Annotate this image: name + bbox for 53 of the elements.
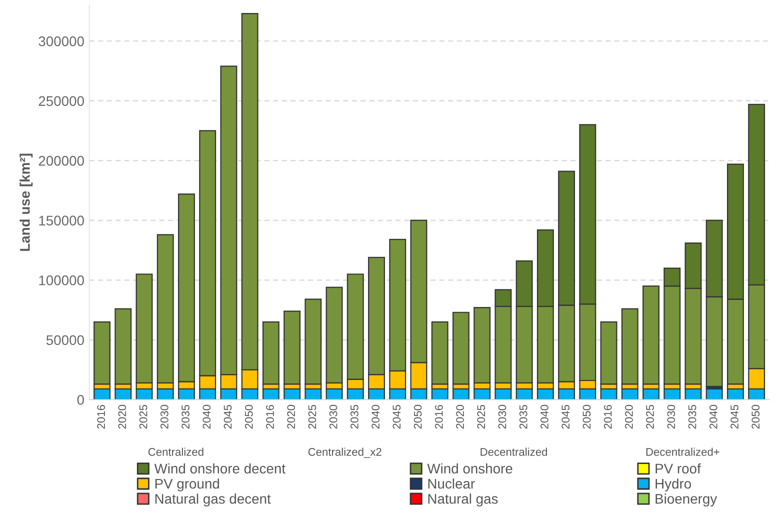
legend-label: Nuclear	[428, 478, 475, 489]
legend-label: Hydro	[656, 478, 692, 492]
text: Decentralized	[480, 448, 548, 456]
x-tick-label: 2035	[688, 404, 696, 429]
x-tick-label: 2045	[392, 404, 401, 429]
y-tick-label: 50000	[46, 335, 84, 346]
y-axis-title: Land use [km²]	[20, 154, 33, 251]
x-tick-label: 2040	[540, 404, 548, 429]
text: Decentralized+	[646, 448, 720, 456]
x-tick-label: 2025	[139, 404, 148, 429]
y-tick-label: 200000	[38, 156, 84, 166]
text: Centralized	[148, 448, 204, 456]
x-tick-label: 2016	[266, 404, 274, 429]
x-tick-label: 2045	[224, 404, 232, 429]
x-tick-label: 2050	[582, 404, 591, 429]
x-tick-label: 2025	[477, 404, 486, 429]
x-tick-label: 2040	[709, 404, 718, 429]
x-tick-label: 2050	[752, 404, 760, 429]
y-tick-label: 300000	[38, 36, 84, 46]
x-tick-label: 2040	[372, 404, 380, 429]
x-tick-label: 2016	[97, 404, 106, 429]
y-tick-label: 0	[77, 394, 84, 405]
y-tick-label: 150000	[39, 216, 84, 226]
x-tick-label: 2020	[624, 404, 633, 429]
legend-label: PV roof	[656, 463, 701, 474]
x-tick-label: 2030	[667, 404, 676, 429]
x-tick-label: 2035	[182, 404, 190, 429]
legend-label: PV ground	[155, 478, 220, 492]
x-tick-label: 2030	[329, 404, 338, 429]
legend-label: Natural gas	[428, 494, 498, 506]
x-tick-label: 2030	[498, 404, 506, 429]
x-tick-label: 2016	[604, 404, 612, 429]
legend-label: Bioenergy	[656, 494, 718, 506]
x-tick-label: 2030	[160, 404, 168, 429]
x-tick-label: 2050	[414, 404, 422, 429]
text: Centralized_x2	[308, 448, 382, 458]
x-tick-label: 2035	[350, 404, 358, 429]
y-tick-label: 100000	[39, 275, 84, 286]
x-tick-label: 2040	[202, 404, 211, 429]
x-tick-label: 2035	[519, 404, 528, 429]
x-tick-label: 2020	[456, 404, 464, 429]
legend-label: Wind onshore decent	[154, 463, 286, 474]
x-tick-label: 2025	[646, 404, 654, 429]
x-tick-label: 2045	[730, 404, 738, 429]
x-tick-label: 2016	[434, 404, 443, 429]
x-tick-label: 2050	[244, 404, 253, 429]
legend-label: Natural gas decent	[155, 494, 271, 506]
x-tick-label: 2025	[308, 404, 316, 429]
x-tick-label: 2045	[562, 404, 570, 429]
x-tick-label: 2020	[287, 404, 296, 429]
y-tick-label: 250000	[38, 96, 84, 106]
x-tick-label: 2020	[118, 404, 126, 429]
legend-label: Wind onshore	[427, 463, 512, 474]
